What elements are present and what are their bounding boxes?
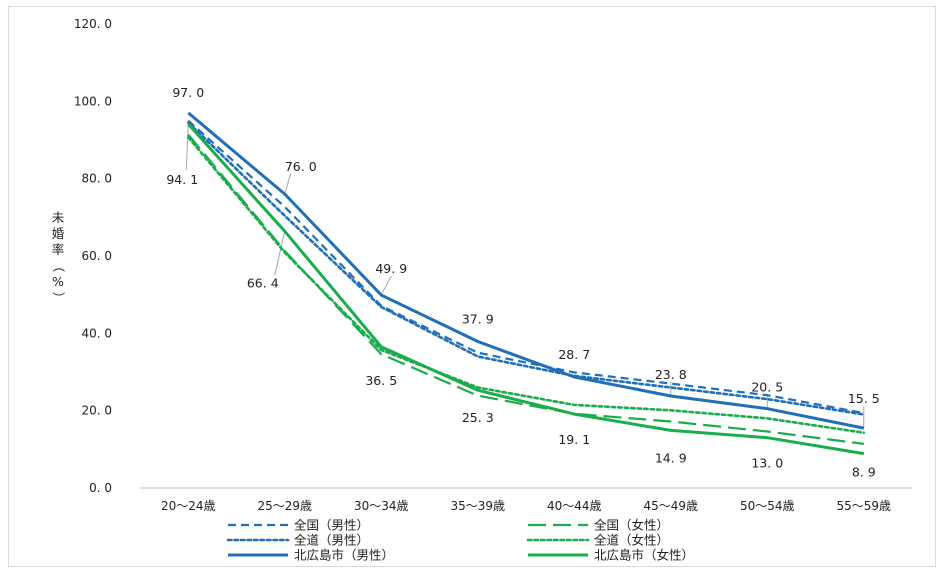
x-tick-label: 20～24歳 — [161, 499, 216, 513]
y-axis-ticks: 0. 0 20. 0 40. 0 60. 0 80. 0 100. 0 120. 0 — [74, 17, 112, 495]
y-axis-label-char: 未 — [52, 210, 65, 225]
data-label: 97. 0 — [172, 85, 204, 100]
legend-label: 北広島市（女性） — [594, 548, 694, 563]
data-label: 20. 5 — [751, 380, 783, 395]
series-line-2 — [187, 121, 866, 416]
data-label: 14. 9 — [655, 450, 687, 465]
x-tick-label: 45～49歳 — [643, 499, 698, 513]
data-label: 28. 7 — [558, 347, 590, 362]
x-tick-label: 35～39歳 — [450, 499, 505, 513]
y-axis-label-char: % — [52, 274, 64, 289]
series-lines — [187, 111, 866, 456]
y-tick-label: 20. 0 — [81, 404, 112, 418]
label-leader-lines — [185, 124, 865, 429]
x-axis-ticks: 20～24歳 25～29歳 30～34歳 35～39歳 40～44歳 45～49歳 50～5… — [161, 499, 891, 513]
data-label: 13. 0 — [751, 456, 783, 471]
series-line-0 — [187, 119, 864, 415]
data-label: 37. 9 — [462, 311, 494, 326]
y-tick-label: 0. 0 — [89, 481, 112, 495]
data-label: 76. 0 — [285, 159, 317, 174]
y-axis-label-char: （ — [51, 260, 66, 273]
data-label: 36. 5 — [365, 373, 397, 388]
label-leader — [380, 275, 392, 296]
data-label: 49. 9 — [375, 261, 407, 276]
data-label: 8. 9 — [852, 465, 876, 480]
y-tick-label: 80. 0 — [81, 172, 112, 186]
data-label: 15. 5 — [848, 391, 880, 406]
series-line-4 — [187, 111, 865, 430]
y-tick-label: 40. 0 — [81, 326, 112, 340]
y-axis-label: 未婚率 （% ） — [51, 210, 66, 304]
x-tick-label: 55～59歳 — [836, 499, 891, 513]
data-label: 19. 1 — [558, 432, 590, 447]
data-label: 94. 1 — [166, 172, 198, 187]
series-line-5 — [187, 123, 865, 456]
series-line-3 — [187, 136, 866, 435]
y-axis-label-char: ） — [51, 292, 66, 305]
x-tick-label: 25～29歳 — [257, 499, 312, 513]
x-tick-label: 50～54歳 — [740, 499, 795, 513]
data-label: 23. 8 — [655, 367, 687, 382]
x-tick-label: 40～44歳 — [547, 499, 602, 513]
legend: 全国（男性） 全国（女性） 全道（男性） 全道（女性） 北広島市（男性） 北広島市（女性） — [226, 518, 694, 563]
data-labels: 97. 0 94. 1 76. 0 66. 4 49. 9 36. 5 37. 9 25. 3… — [166, 85, 879, 480]
y-tick-label: 60. 0 — [81, 249, 112, 263]
chart-frame — [8, 6, 936, 567]
y-tick-label: 120. 0 — [74, 17, 112, 31]
y-axis-label-char: 婚 — [52, 226, 65, 241]
label-leader — [274, 231, 286, 276]
y-axis-label-char: 率 — [52, 242, 65, 257]
data-label: 66. 4 — [247, 275, 279, 290]
label-leader — [185, 124, 189, 171]
label-leader — [284, 172, 292, 195]
data-label: 25. 3 — [462, 410, 494, 425]
legend-label: 全国（男性） — [294, 518, 369, 533]
legend-label: 全国（女性） — [594, 518, 669, 533]
legend-label: 北広島市（男性） — [294, 548, 394, 563]
y-tick-label: 100. 0 — [74, 94, 112, 108]
legend-label: 全道（女性） — [594, 533, 669, 548]
x-tick-label: 30～34歳 — [354, 499, 409, 513]
legend-label: 全道（男性） — [294, 533, 369, 548]
